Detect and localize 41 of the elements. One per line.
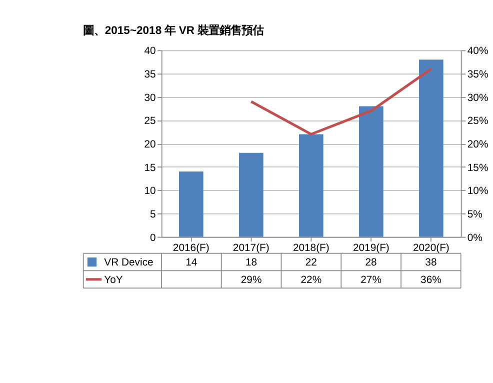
legend-label: VR Device (104, 257, 154, 268)
bar (239, 152, 264, 237)
legend-label: YoY (104, 274, 123, 286)
y-tick-label: 30 (144, 92, 156, 104)
y-tick-label: 10 (144, 186, 156, 198)
y-tick-label: 15 (144, 162, 156, 174)
data-label: 14 (186, 257, 198, 268)
bar (178, 172, 204, 237)
y2-tick-label: 35% (467, 69, 488, 80)
data-label: 22% (300, 274, 322, 286)
line-series (250, 68, 432, 136)
x-tick-label: 2018(F) (292, 243, 330, 254)
y2-tick-label: 0% (467, 232, 482, 244)
y2-tick-label: 30% (467, 92, 488, 104)
bar (419, 60, 444, 237)
x-tick-label: 2017(F) (232, 243, 270, 254)
y-tick-label: 0 (150, 232, 156, 244)
data-label: 18 (245, 257, 258, 268)
x-tick-label: 2019(F) (352, 243, 390, 254)
bar (299, 134, 324, 237)
y2-tick-label: 25% (467, 116, 488, 128)
data-label: 36% (420, 274, 442, 286)
bar (359, 106, 384, 237)
x-tick-label: 2020(F) (412, 243, 450, 254)
y-tick-label: 40 (144, 46, 156, 58)
y2-tick-label: 40% (467, 46, 488, 58)
data-label: 27% (360, 274, 382, 286)
chart-title: 圖、2015~2018 年 VR 裝置銷售預估 (82, 24, 264, 37)
data-label: 22 (305, 257, 318, 268)
data-label: 38 (425, 257, 437, 268)
y-tick-label: 5 (150, 209, 156, 220)
y-tick-label: 35 (144, 69, 156, 80)
y2-tick-label: 20% (467, 139, 488, 150)
y-tick-label: 20 (144, 139, 156, 150)
y-tick-label: 25 (144, 116, 156, 128)
y2-tick-label: 10% (467, 186, 488, 198)
y2-tick-label: 5% (467, 209, 482, 220)
data-label: 28 (365, 257, 378, 268)
x-tick-label: 2016(F) (172, 243, 210, 254)
y2-tick-label: 15% (467, 162, 488, 174)
data-label: 29% (240, 274, 262, 286)
